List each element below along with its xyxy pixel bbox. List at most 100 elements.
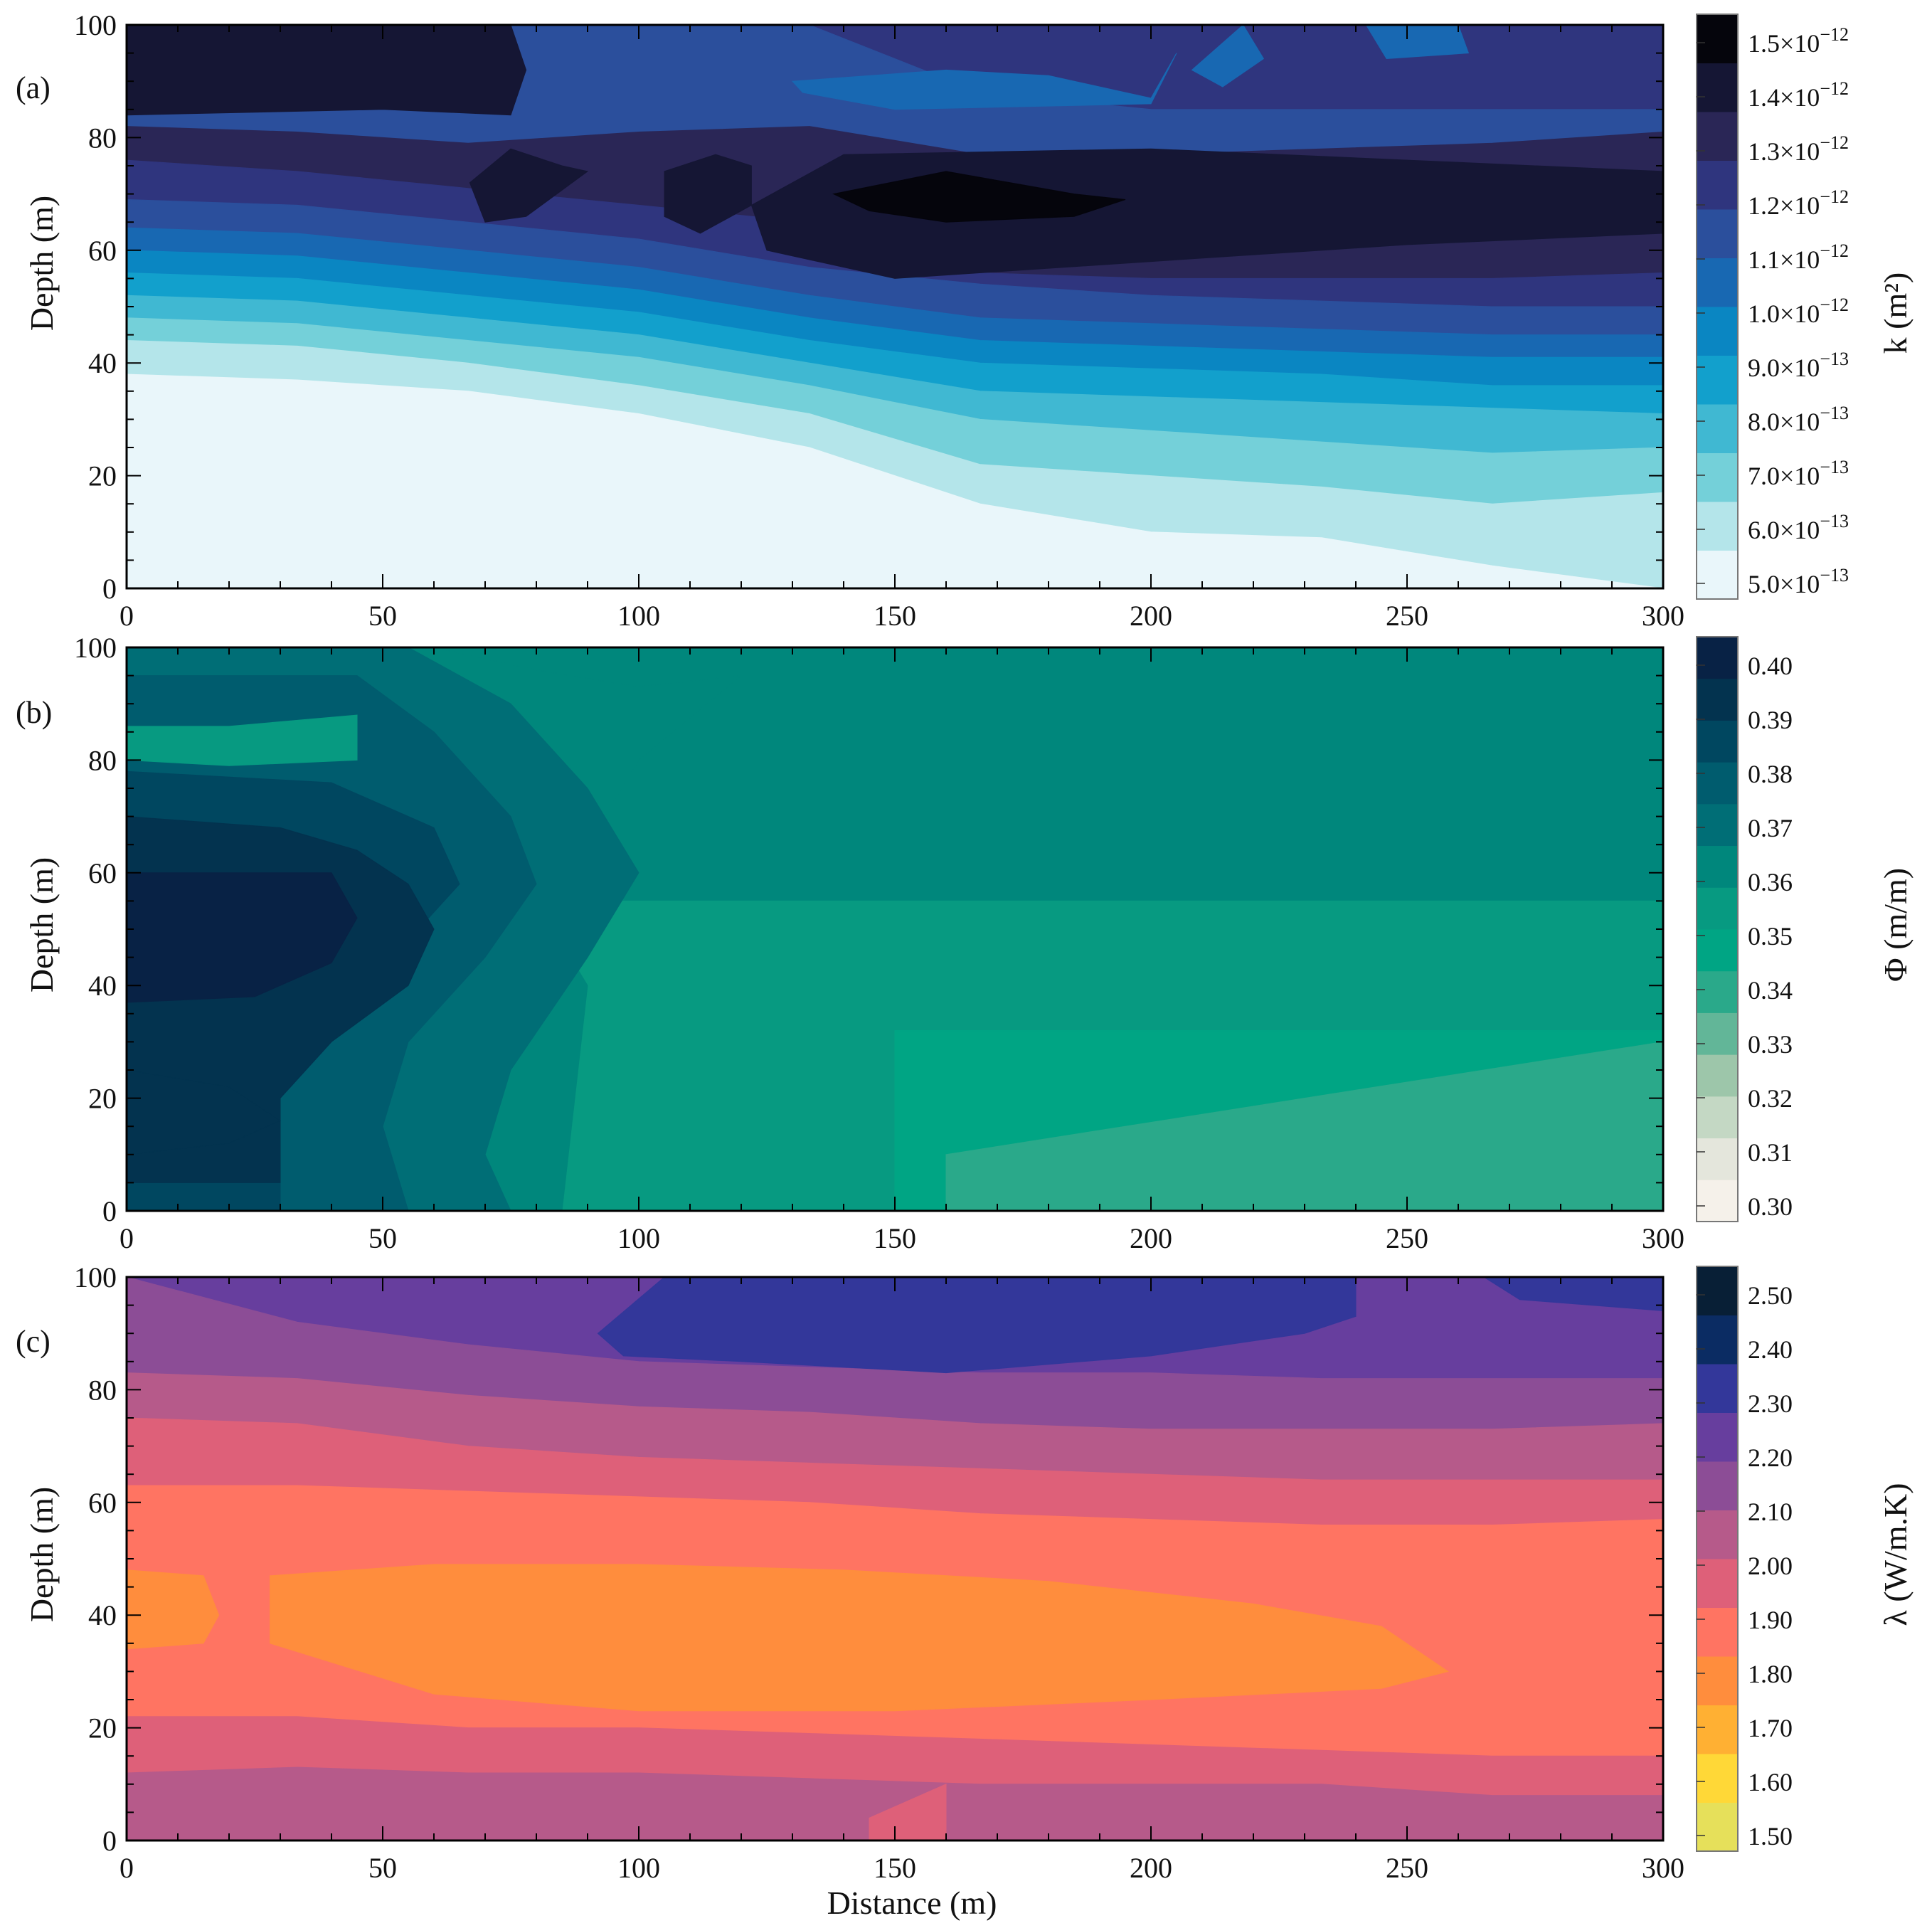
colorbar-segment (1697, 209, 1738, 258)
colorbar-segment (1697, 1705, 1738, 1754)
x-tick-label: 300 (1642, 1852, 1684, 1884)
colorbar-tick-label: 5.0×10−13 (1748, 565, 1849, 598)
y-tick-label: 100 (74, 1261, 117, 1293)
contour-fill-c (127, 1277, 1663, 1840)
colorbar-segment (1697, 1510, 1738, 1559)
colorbar-segment (1697, 678, 1738, 721)
colorbar-segment (1697, 803, 1738, 847)
colorbar-tick-label: 2.20 (1748, 1444, 1793, 1472)
colorbar-tick-label: 1.4×10−12 (1748, 78, 1849, 112)
y-axis-label-a: Depth (m) (23, 196, 60, 331)
colorbar-segment (1697, 1364, 1738, 1413)
colorbar-tick-label: 0.38 (1748, 760, 1793, 788)
colorbar-segment (1697, 1096, 1738, 1139)
x-tick-label: 50 (368, 1222, 397, 1254)
plot-area-b: 0 50 100 150 200 250 300 0 20 40 60 80 100 (74, 632, 1684, 1254)
colorbar-segment (1697, 550, 1738, 600)
x-tick-label: 200 (1130, 1852, 1172, 1884)
colorbar-tick-label: 2.50 (1748, 1281, 1793, 1310)
colorbar-a: 5.0×10−13 6.0×10−13 7.0×10−13 8.0×10−13 9.0×… (1696, 14, 1849, 600)
x-tick-label: 100 (617, 600, 660, 632)
colorbar-tick-label: 1.50 (1748, 1822, 1793, 1850)
y-tick-label: 20 (88, 1083, 117, 1115)
colorbar-tick-label: 0.34 (1748, 976, 1793, 1005)
colorbar-segment (1697, 404, 1738, 453)
colorbar-label-c: λ (W/m.K) (1877, 1483, 1914, 1626)
y-tick-label: 80 (88, 122, 117, 154)
y-tick-label: 20 (88, 460, 117, 492)
y-tick-label: 40 (88, 347, 117, 379)
colorbar-segment (1697, 762, 1738, 805)
colorbar-tick-label: 1.3×10−12 (1748, 132, 1849, 166)
y-tick-label: 40 (88, 970, 117, 1002)
y-axis-label-c: Depth (m) (23, 1487, 60, 1622)
y-tick-label: 80 (88, 744, 117, 776)
colorbar-tick-label: 1.70 (1748, 1714, 1793, 1742)
colorbar-segment (1697, 258, 1738, 307)
colorbar-segment (1697, 1802, 1738, 1852)
x-tick-label: 300 (1642, 600, 1684, 632)
contour-patch (127, 714, 358, 766)
colorbar-tick-label: 6.0×10−13 (1748, 511, 1849, 544)
colorbar-segment (1697, 1180, 1738, 1222)
y-tick-label: 60 (88, 1487, 117, 1519)
colorbar-tick-label: 0.35 (1748, 922, 1793, 950)
contour-patch (127, 1569, 220, 1650)
contour-patch (127, 25, 527, 116)
colorbar-segment (1697, 355, 1738, 405)
contour-patch (597, 1277, 1357, 1374)
colorbar-segment (1697, 1412, 1738, 1462)
colorbar-label-b: Φ (m/m) (1877, 868, 1914, 982)
contour-patch (469, 148, 589, 223)
colorbar-segment (1697, 1607, 1738, 1657)
colorbar-tick-label: 0.30 (1748, 1192, 1793, 1221)
x-tick-label: 0 (120, 1852, 134, 1884)
contour-fill-b (127, 647, 1663, 1211)
colorbar-tick-label: 0.40 (1748, 652, 1793, 680)
colorbar-segment (1697, 1559, 1738, 1608)
colorbar-segment (1697, 502, 1738, 551)
colorbar-tick-label: 2.10 (1748, 1498, 1793, 1526)
contour-patch (127, 872, 358, 1003)
colorbar-segment (1697, 1656, 1738, 1705)
y-tick-label: 60 (88, 857, 117, 889)
colorbar-segment (1697, 1012, 1738, 1055)
y-tick-label: 100 (74, 632, 117, 664)
y-tick-label: 0 (102, 1825, 117, 1857)
colorbar-c: 1.50 1.60 1.70 1.80 1.90 2.00 2.10 2.20 2.30 2.40… (1696, 1266, 1793, 1852)
x-tick-label: 150 (874, 600, 916, 632)
x-tick-label: 50 (368, 1852, 397, 1884)
colorbar-tick-label: 0.31 (1748, 1138, 1793, 1167)
plot-area-c: 0 50 100 150 200 250 300 0 20 40 60 80 100 (74, 1261, 1684, 1884)
x-tick-label: 250 (1386, 1222, 1428, 1254)
colorbar-segment (1697, 970, 1738, 1013)
panel-b: 0 50 100 150 200 250 300 0 20 40 60 80 100 (b) Depth… (16, 632, 1914, 1254)
colorbar-tick-label: 2.00 (1748, 1552, 1793, 1580)
contour-band (127, 1767, 1663, 1840)
y-axis-label-b: Depth (m) (23, 857, 60, 992)
colorbar-segment (1697, 929, 1738, 972)
colorbar-frame (1696, 636, 1739, 1222)
colorbar-segment (1697, 14, 1738, 63)
colorbar-tick-label: 0.32 (1748, 1084, 1793, 1113)
x-tick-label: 250 (1386, 600, 1428, 632)
y-tick-label: 20 (88, 1712, 117, 1744)
colorbar-segment (1697, 112, 1738, 161)
colorbar-frame (1696, 1266, 1739, 1852)
colorbar-tick-label: 0.33 (1748, 1030, 1793, 1059)
colorbar-segment (1697, 845, 1738, 888)
y-tick-label: 40 (88, 1599, 117, 1631)
colorbar-segment (1697, 63, 1738, 112)
colorbar-tick-label: 0.37 (1748, 814, 1793, 842)
plot-area-a: 0 50 100 150 200 250 300 0 20 40 60 80 100 (74, 9, 1684, 632)
x-tick-label: 300 (1642, 1222, 1684, 1254)
colorbar-segment (1697, 720, 1738, 763)
contour-patch (1344, 559, 1418, 588)
colorbar-tick-label: 2.30 (1748, 1389, 1793, 1418)
contour-fill-a (127, 25, 1663, 588)
x-tick-label: 150 (874, 1852, 916, 1884)
x-tick-label: 0 (120, 1222, 134, 1254)
colorbar-segment (1697, 887, 1738, 930)
colorbar-segment (1697, 1266, 1738, 1315)
